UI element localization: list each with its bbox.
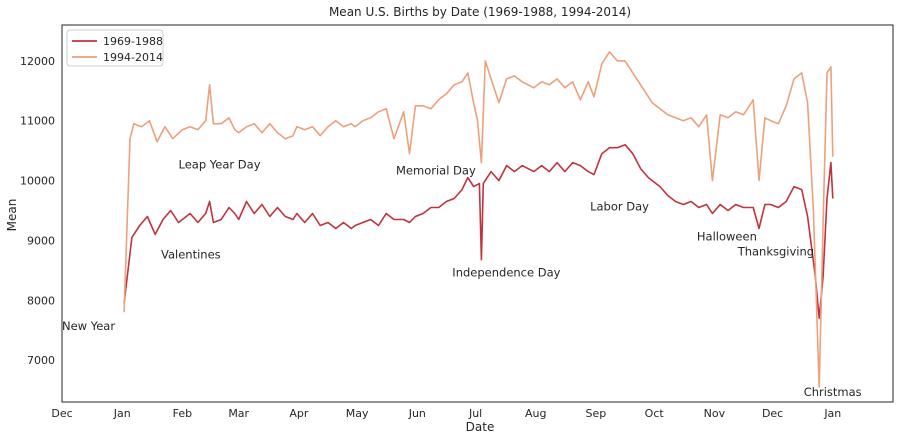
annotation-label: Christmas xyxy=(804,385,862,399)
x-tick-label: Jul xyxy=(468,407,482,420)
y-axis-title: Mean xyxy=(5,199,19,232)
axes: Dec Jan Feb Mar Apr May Jun Jul Aug Sep Oct Nov Dec J… xyxy=(20,24,894,420)
x-tick-label: Aug xyxy=(525,407,546,420)
y-tick-label: 9000 xyxy=(27,234,55,247)
annotation-label: Valentines xyxy=(161,247,221,261)
plot-frame xyxy=(61,24,894,403)
x-tick-label: Apr xyxy=(289,407,309,420)
annotations: New Year Valentines Leap Year Day Memorial … xyxy=(62,158,862,399)
annotation-label: Leap Year Day xyxy=(179,158,261,172)
x-tick-label: Dec xyxy=(51,407,72,420)
x-tick-label: Feb xyxy=(173,407,192,420)
y-tick-label: 12000 xyxy=(20,55,55,68)
y-tick-label: 11000 xyxy=(20,115,55,128)
annotation-label: Labor Day xyxy=(590,200,649,214)
x-tick-label: Jan xyxy=(823,407,841,420)
x-tick-label: Dec xyxy=(762,407,783,420)
y-tick-label: 7000 xyxy=(27,354,55,367)
x-tick-label: Sep xyxy=(586,407,607,420)
series-line-1 xyxy=(123,143,834,319)
legend: 1969-1988 1994-2014 xyxy=(66,29,164,67)
x-axis-title: Date xyxy=(466,420,495,434)
x-tick-label: Oct xyxy=(645,407,665,420)
y-tick-label: 10000 xyxy=(20,175,55,188)
annotation-label: Halloween xyxy=(697,229,757,243)
y-tick-label: 8000 xyxy=(27,294,55,307)
x-tick-label: May xyxy=(346,407,369,420)
x-tick-label: Jan xyxy=(113,407,131,420)
annotation-label: Independence Day xyxy=(452,265,560,279)
chart-title: Mean U.S. Births by Date (1969-1988, 199… xyxy=(329,5,631,19)
series-line-2 xyxy=(123,51,834,388)
plot-area xyxy=(123,51,834,388)
annotation-label: Memorial Day xyxy=(396,164,476,178)
legend-label: 1994-2014 xyxy=(103,51,163,64)
x-tick-label: Jun xyxy=(408,407,426,420)
legend-label: 1969-1988 xyxy=(103,35,163,48)
annotation-label: New Year xyxy=(62,319,115,333)
x-tick-label: Mar xyxy=(228,407,249,420)
annotation-label: Thanksgiving xyxy=(737,244,814,258)
x-tick-label: Nov xyxy=(704,407,726,420)
